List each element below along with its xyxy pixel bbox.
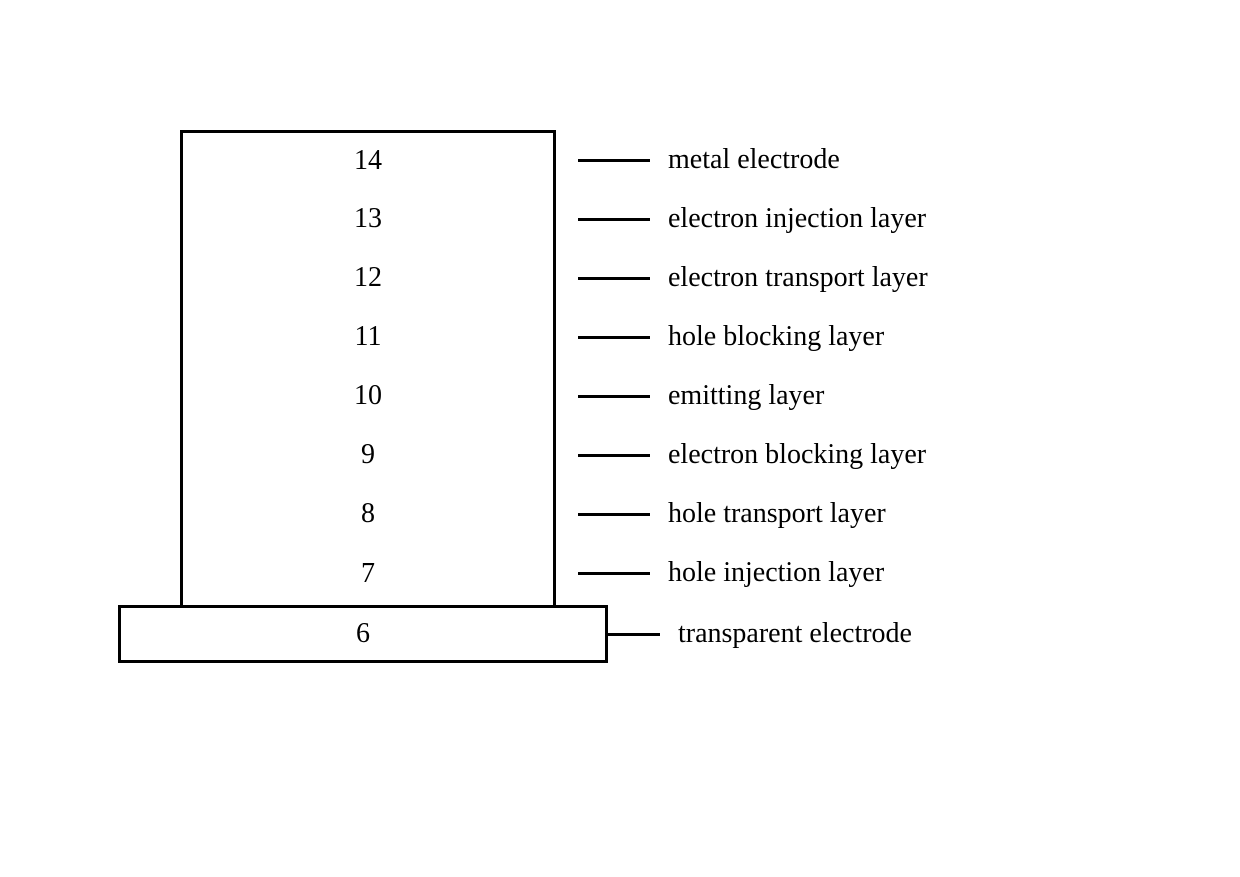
layer-11: 11 (180, 307, 556, 369)
leader-8 (578, 513, 650, 516)
layer-12: 12 (180, 248, 556, 310)
layer-9: 9 (180, 425, 556, 487)
label-6: transparent electrode (678, 618, 912, 650)
leader-12 (578, 277, 650, 280)
layer-10: 10 (180, 366, 556, 428)
leader-7 (578, 572, 650, 575)
layer-11-number: 11 (355, 321, 382, 353)
label-11: hole blocking layer (668, 321, 884, 353)
leader-11 (578, 336, 650, 339)
leader-14 (578, 159, 650, 162)
leader-13 (578, 218, 650, 221)
layer-6-number: 6 (356, 618, 370, 650)
layer-8-number: 8 (361, 498, 375, 530)
leader-9 (578, 454, 650, 457)
layer-7: 7 (180, 543, 556, 605)
label-10: emitting layer (668, 380, 824, 412)
label-13: electron injection layer (668, 203, 926, 235)
layer-6: 6 (118, 605, 608, 663)
label-7: hole injection layer (668, 557, 884, 589)
layer-8: 8 (180, 484, 556, 546)
label-9: electron blocking layer (668, 439, 926, 471)
layer-7-number: 7 (361, 558, 375, 590)
layer-14-number: 14 (354, 145, 382, 177)
layer-9-number: 9 (361, 439, 375, 471)
layer-12-number: 12 (354, 262, 382, 294)
layer-10-number: 10 (354, 380, 382, 412)
leader-10 (578, 395, 650, 398)
layer-13: 13 (180, 189, 556, 251)
layer-13-number: 13 (354, 203, 382, 235)
diagram-canvas: 14 13 12 11 10 9 8 7 6 metal electrode e… (0, 0, 1240, 877)
label-14: metal electrode (668, 144, 840, 176)
layer-14: 14 (180, 130, 556, 192)
label-8: hole transport layer (668, 498, 886, 530)
leader-6 (608, 633, 660, 636)
label-12: electron transport layer (668, 262, 928, 294)
